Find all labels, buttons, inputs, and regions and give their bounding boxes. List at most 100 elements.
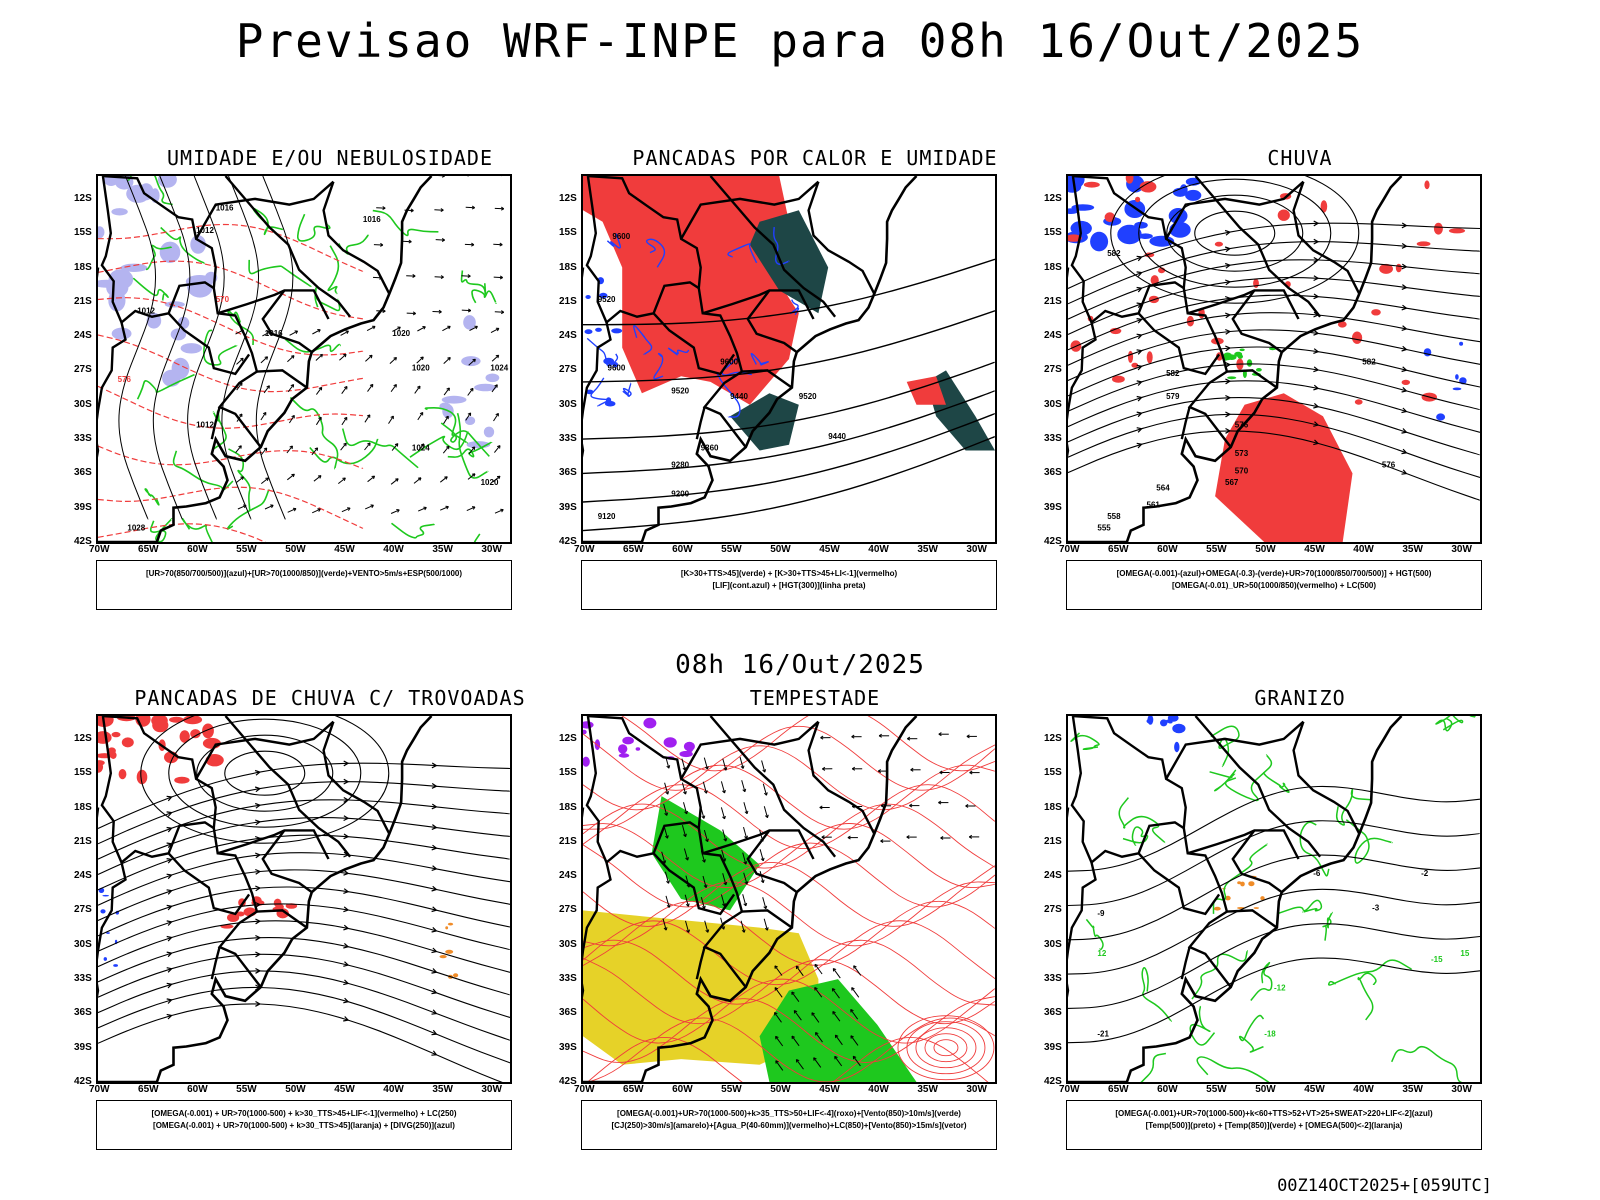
longitude-label: 55W [236,1084,257,1095]
temp500-contour [1068,854,1480,941]
longitude-label: 65W [623,1084,644,1095]
lifted-index-blue [611,328,623,334]
contour-label: 570 [216,295,230,304]
hail-blue [1147,716,1154,725]
longitude-label: 35W [432,544,453,555]
longitude-label: 45W [1304,1084,1325,1095]
wind-vector [318,386,323,391]
streamline-arrow [343,778,350,785]
latitude-label: 42S [74,536,92,547]
wind-vector [492,475,501,483]
streamline [1068,397,1480,456]
high-pressure-contour [224,750,306,796]
longitude-label: 65W [138,544,159,555]
panel-tempestade: TEMPESTADE 12S 15S 18S 21S 24S 27S 30S 33S 36S 39… [559,686,1065,1166]
wind-vector [666,904,671,908]
streamline-arrow [343,906,350,913]
wind-vector [442,325,451,332]
wind-vector [775,1036,784,1047]
lifted-index-contour [622,382,632,397]
contour-label: 9120 [598,512,616,521]
streamline-arrow [1136,255,1143,262]
wind-vector [774,965,783,976]
wind-vector [287,384,295,393]
humidity-contour-green [181,517,213,542]
wind850-contour [621,716,995,772]
humidity-contour-green [440,422,490,457]
contour-label: 582 [1362,358,1376,367]
wind-vector [461,309,471,312]
humidity-contour-green [341,428,419,469]
wind-vector [684,894,689,907]
streamline [98,799,510,860]
storm-purple [635,747,641,751]
thunderstorm-red [275,903,284,910]
wind-vector [663,826,668,839]
thunderstorm-red [183,716,203,725]
wind-vector [412,311,416,316]
contour-label: 579 [1166,392,1180,401]
wind-vector [814,964,823,975]
omega-green [1256,368,1262,372]
wind-vector [493,276,503,279]
wind-vector [461,275,471,277]
wind-vector [238,445,242,449]
wind-vector [775,1060,779,1064]
wind850-contour [583,920,995,986]
wind-vector [365,354,373,362]
border-line [102,716,262,988]
longitude-label: 55W [236,544,257,555]
humidity-blob-lilac [461,356,481,367]
rain-red [1139,181,1157,193]
thickness-contour-red [98,486,364,529]
longitude-label: 40W [383,544,404,555]
streamline [1068,363,1480,412]
wind-vector [740,765,745,769]
weather-map [581,714,997,1084]
wind-vector [663,927,668,931]
streamline-arrow [1401,284,1408,290]
omega-blue [1185,189,1202,201]
streamline-arrow [431,762,438,769]
panel-title: CHUVA [1267,146,1333,170]
border-line [1165,720,1305,780]
wind-vector [444,476,448,480]
wind-vector [420,356,424,361]
streamline-arrow [1401,407,1408,414]
border-line [702,829,815,860]
longitude-label: 50W [285,544,306,555]
forecast-time-subtitle: 08h 16/Out/2025 [675,650,925,680]
storm-purple [618,753,630,758]
wind-vector [390,384,397,392]
latitude-label: 27S [74,364,92,376]
thunderstorm-orange [445,949,454,954]
wind-vector [467,274,471,279]
temp850-contour [1238,1014,1265,1053]
wind-vector [390,509,400,514]
contour-label: 1012 [196,421,214,430]
latitude-label: 33S [74,973,92,985]
border-line [195,180,335,240]
wind-vector [681,824,687,837]
wind-vector [851,766,856,771]
streamline-arrow [1224,262,1232,269]
wind-vector [663,803,668,816]
streamline-arrow [1224,279,1232,286]
contour-label: 1024 [412,444,430,453]
humidity-contour-green [409,430,469,458]
wind-vector [774,1012,782,1023]
wind-vector [813,1057,817,1061]
contour-label: 561 [1147,501,1161,510]
thickness-contour-red [98,334,364,393]
longitude-label: 30W [1451,544,1472,555]
wind-vector [260,412,267,421]
wind-vector [447,325,451,330]
streamline-arrow [1313,329,1320,336]
wind-vector [434,209,444,211]
panel-legend: [K>30+TTS>45](verde) + [K>30+TTS>45+LI<-… [581,560,997,610]
storm-purple [583,756,590,767]
wind-vector [344,385,348,390]
streamline [1068,430,1480,501]
wind-vector [290,384,295,388]
wind-vector [703,884,708,888]
